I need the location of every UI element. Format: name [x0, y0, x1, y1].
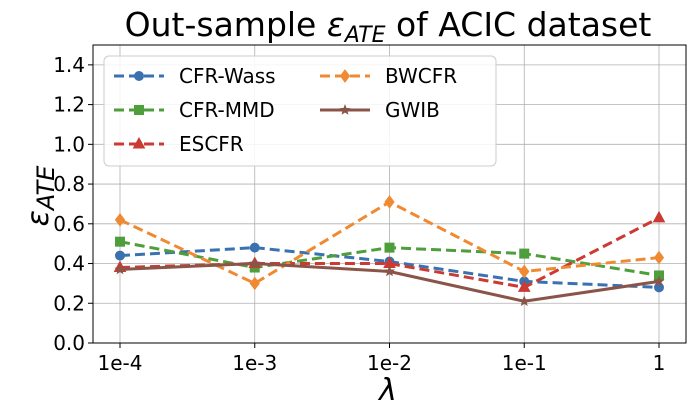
legend-label: GWIB [385, 98, 440, 122]
x-tick-label: 1e-4 [98, 351, 143, 375]
data-point-bwcfr [249, 276, 260, 291]
legend-label: ESCFR [179, 132, 244, 156]
y-tick-label: 0.0 [53, 331, 85, 355]
legend-label: BWCFR [385, 64, 457, 88]
data-point-bwcfr [653, 250, 665, 265]
chart-title: Out-sample εATE of ACIC dataset [125, 5, 652, 48]
x-tick-label: 1e-2 [367, 351, 412, 375]
y-tick-label: 1.2 [53, 93, 85, 117]
data-point-gwib [114, 263, 126, 275]
legend-label: CFR-MMD [179, 98, 275, 122]
y-tick-label: 1.0 [53, 132, 85, 156]
x-axis-label: λ [377, 373, 397, 408]
ticks: 0.0 0.2 0.4 0.6 0.8 1.0 1.2 1.4 1e-4 1e-3 1e-2 1e-1… [53, 53, 665, 375]
data-point-cfr-wass [654, 282, 664, 293]
y-tick-label: 0.4 [53, 252, 85, 276]
series-gwib [114, 257, 665, 306]
x-tick-label: 1e-3 [232, 351, 277, 375]
data-point-cfr-mmd [115, 236, 125, 247]
data-point-cfr-wass [249, 242, 260, 253]
legend: CFR-Wass CFR-MMD ESCFR BWCFR GWIB [103, 55, 497, 167]
data-point-bwcfr [384, 195, 395, 209]
legend-marker [134, 105, 144, 115]
series-layer [113, 195, 666, 306]
data-point-gwib [383, 265, 396, 277]
data-point-gwib [518, 295, 530, 306]
data-point-gwib [653, 275, 665, 287]
data-point-escfr [517, 280, 531, 292]
y-axis-label: εATE [21, 165, 60, 227]
data-point-cfr-mmd [519, 248, 530, 259]
legend-frame [103, 55, 497, 167]
legend-marker [339, 104, 351, 115]
y-tick-label: 0.8 [53, 172, 85, 196]
legend-entry-gwib: GWIB [320, 98, 440, 122]
legend-entry-cfr-mmd: CFR-MMD [114, 98, 275, 122]
data-point-bwcfr [114, 212, 126, 227]
series-bwcfr [114, 195, 665, 291]
x-tick-label: 1e-1 [502, 351, 547, 375]
data-point-escfr [652, 210, 666, 223]
series-line-escfr [119, 216, 660, 289]
legend-marker [132, 136, 146, 149]
data-point-gwib [249, 257, 261, 269]
legend-entry-cfr-wass: CFR-Wass [114, 64, 276, 88]
legend-entry-bwcfr: BWCFR [320, 64, 457, 88]
legend-label: CFR-Wass [179, 64, 276, 88]
data-point-cfr-wass [115, 250, 125, 261]
x-tick-label: 1 [653, 351, 666, 375]
y-tick-label: 1.4 [53, 53, 85, 77]
data-point-bwcfr [519, 264, 530, 279]
data-point-cfr-mmd [384, 242, 395, 253]
y-tick-label: 0.6 [53, 212, 85, 236]
legend-marker [134, 71, 144, 81]
legend-entry-escfr: ESCFR [114, 132, 244, 156]
legend-marker [339, 69, 351, 83]
y-tick-label: 0.2 [53, 291, 85, 315]
